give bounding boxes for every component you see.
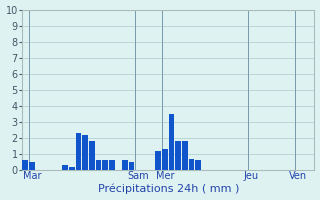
Bar — [169, 114, 174, 170]
Bar — [182, 141, 188, 170]
Bar — [96, 160, 101, 170]
Bar — [162, 149, 168, 170]
Bar — [189, 159, 194, 170]
Bar — [76, 133, 81, 170]
Bar — [29, 162, 35, 170]
Bar — [156, 151, 161, 170]
Bar — [89, 141, 95, 170]
Bar — [195, 160, 201, 170]
Bar — [22, 160, 28, 170]
Bar — [69, 167, 75, 170]
Bar — [175, 141, 181, 170]
X-axis label: Précipitations 24h ( mm ): Précipitations 24h ( mm ) — [98, 184, 239, 194]
Bar — [129, 162, 134, 170]
Bar — [82, 135, 88, 170]
Bar — [102, 160, 108, 170]
Bar — [62, 165, 68, 170]
Bar — [109, 160, 115, 170]
Bar — [122, 160, 128, 170]
